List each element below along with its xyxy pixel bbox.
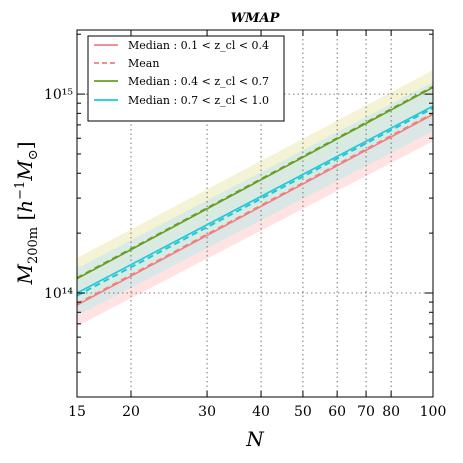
legend-label: Median : 0.4 < z_cl < 0.7 (128, 75, 269, 88)
series-line-2 (76, 112, 434, 305)
x-tick-label: 80 (382, 404, 400, 420)
x-tick-labels: 15 20 30 40 50 60 70 80 100 (68, 404, 446, 420)
legend-label: Mean (128, 57, 159, 70)
series-line-5 (76, 105, 434, 294)
legend-label: Median : 0.1 < z_cl < 0.4 (128, 39, 269, 52)
x-axis-label: N (245, 427, 265, 451)
y-tick-labels: 10¹⁴ 10¹⁵ (44, 87, 73, 302)
series-line-4 (76, 85, 434, 279)
plot-area (76, 29, 434, 398)
x-tick-label: 20 (122, 404, 140, 420)
legend: Median : 0.1 < z_cl < 0.4 Mean Median : 0.… (87, 35, 285, 122)
ticks (76, 30, 434, 398)
series-lines (76, 85, 434, 306)
x-tick-label: 15 (68, 404, 86, 420)
x-tick-label: 40 (252, 404, 270, 420)
legend-label: Median : 0.7 < z_cl < 1.0 (128, 94, 269, 107)
y-tick-label: 10¹⁵ (44, 87, 73, 103)
x-tick-label: 100 (420, 404, 447, 420)
x-tick-label: 50 (294, 404, 312, 420)
chart-title: WMAP (231, 11, 281, 26)
x-tick-label: 30 (198, 404, 216, 420)
legend-box (87, 35, 285, 122)
y-axis-label: M200m [h−1M⊙] (13, 141, 41, 285)
plot-frame (76, 29, 434, 398)
x-tick-label: 70 (357, 404, 375, 420)
x-tick-label: 60 (328, 404, 346, 420)
series-line-6 (76, 107, 434, 297)
y-tick-label: 10¹⁴ (44, 286, 73, 302)
svg-text:M200m [h−1M⊙]: M200m [h−1M⊙] (13, 141, 41, 285)
legend-items: Median : 0.1 < z_cl < 0.4 Mean Median : 0.… (94, 39, 269, 107)
